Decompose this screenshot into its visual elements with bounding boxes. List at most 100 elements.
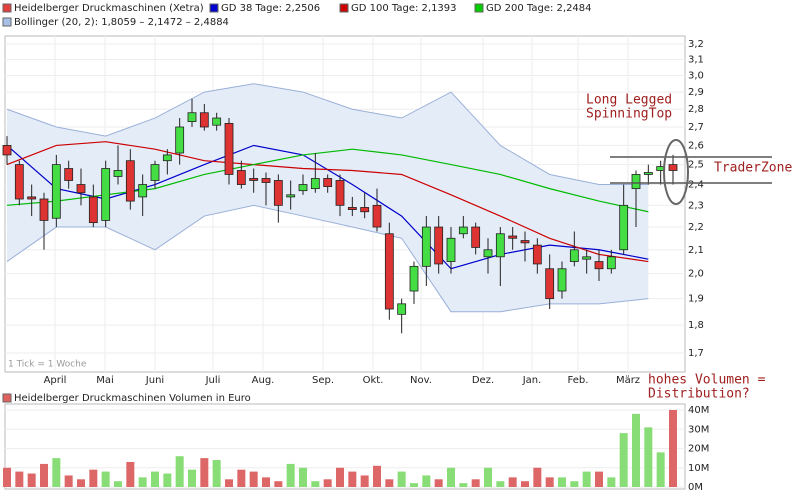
y-tick-label: 2,3: [688, 200, 704, 211]
volume-bar: [360, 475, 369, 487]
volume-bar: [434, 479, 443, 487]
bollinger-line: [6, 83, 649, 186]
candle-body: [557, 268, 567, 292]
volume-bar: [64, 475, 73, 487]
volume-bar: [533, 467, 542, 487]
volume-bar: [656, 452, 665, 487]
x-tick-label: Mai: [96, 375, 114, 386]
annotation: Distribution?: [648, 387, 750, 402]
legend-label: Heidelberger Druckmaschinen (Xetra): [14, 3, 204, 14]
y-tick-label: 3,2: [688, 39, 704, 50]
candle-body: [619, 204, 629, 251]
volume-bar: [249, 471, 258, 487]
candle-body: [199, 112, 209, 128]
candle-body: [372, 204, 382, 228]
volume-bar: [619, 433, 628, 487]
candle-body: [14, 164, 24, 200]
volume-title: Heidelberger Druckmaschinen Volumen in E…: [14, 393, 251, 404]
candle-body: [236, 170, 246, 185]
volume-bar: [570, 481, 579, 487]
volume-bar: [459, 483, 468, 487]
candle-body: [113, 170, 123, 177]
y-tick-label: 1,9: [688, 294, 704, 305]
y-tick-label: 2,4: [688, 180, 704, 191]
candle-body: [668, 164, 678, 171]
annotation: TraderZone: [714, 161, 792, 176]
candle-body: [360, 207, 370, 213]
volume-bar: [3, 467, 11, 487]
volume-tick-label: 20M: [688, 444, 709, 455]
volume-bar: [299, 467, 307, 487]
y-tick-label: 1,7: [688, 348, 704, 359]
volume-bar: [348, 471, 357, 487]
volume-bar: [385, 479, 394, 487]
candle-body: [150, 164, 160, 181]
candle-body: [458, 226, 468, 235]
x-tick-label: Sep.: [312, 375, 334, 386]
candle-body: [471, 226, 481, 248]
legend-swatch: [474, 3, 484, 13]
candle-body: [421, 226, 431, 267]
candle-body: [545, 268, 555, 300]
volume-bar: [89, 469, 98, 487]
candle-body: [335, 180, 345, 206]
x-tick-label: Juni: [145, 375, 164, 386]
candle-body: [212, 117, 222, 126]
candle-body: [125, 160, 135, 202]
candle-body: [446, 237, 456, 262]
volume-bar: [27, 473, 36, 487]
volume-bar: [77, 479, 85, 487]
volume-bar: [373, 465, 381, 487]
x-tick-label: Nov.: [410, 375, 432, 386]
volume-bar: [521, 481, 529, 487]
volume-bar: [15, 471, 24, 487]
volume-bar: [607, 477, 616, 487]
candle-body: [483, 249, 493, 258]
candle-body: [569, 249, 579, 262]
annotation: SpinningTop: [586, 107, 672, 122]
legend-swatch: [2, 17, 12, 27]
candle-body: [606, 256, 616, 270]
volume-bar: [101, 471, 110, 487]
x-tick-label: Juli: [205, 375, 221, 386]
volume-bar: [595, 471, 603, 487]
volume-bar: [669, 410, 677, 487]
legend-label: Bollinger (20, 2): 1,8059 – 2,1472 – 2,4…: [14, 17, 229, 28]
candle-body: [187, 112, 197, 123]
volume-bar: [163, 473, 172, 487]
volume-bar: [323, 479, 332, 487]
moving-average: [6, 141, 649, 263]
x-tick-label: Dez.: [472, 375, 494, 386]
candle-body: [384, 233, 394, 310]
y-tick-label: 2,8: [688, 104, 704, 115]
legend-swatch: [2, 3, 12, 13]
y-tick-label: 2,7: [688, 122, 704, 133]
candle-body: [27, 196, 37, 200]
candle-body: [434, 226, 444, 265]
x-tick-label: April: [44, 375, 67, 386]
candle-body: [138, 184, 148, 198]
volume-bar: [496, 481, 505, 487]
volume-bar: [484, 467, 492, 487]
y-tick-label: 2,9: [688, 87, 704, 98]
volume-panel: [4, 403, 686, 490]
volume-bar: [175, 456, 184, 487]
volume-bar: [40, 463, 48, 487]
candle-body: [532, 244, 542, 265]
legend-swatch: [339, 3, 349, 13]
volume-bar: [151, 471, 159, 487]
volume-bar: [644, 427, 653, 487]
y-tick-label: 2,0: [688, 269, 704, 280]
candle-body: [298, 184, 308, 192]
y-tick-label: 3,1: [688, 55, 704, 66]
y-tick-label: 3,0: [688, 71, 704, 82]
volume-bar: [262, 477, 270, 487]
volume-bar: [286, 463, 295, 487]
candle-body: [39, 198, 49, 221]
candle-body: [76, 184, 86, 194]
volume-bar: [188, 469, 196, 487]
volume-bar: [274, 481, 283, 487]
candle-body: [2, 145, 12, 156]
volume-bar: [225, 479, 233, 487]
volume-tick-label: 40M: [688, 405, 709, 416]
